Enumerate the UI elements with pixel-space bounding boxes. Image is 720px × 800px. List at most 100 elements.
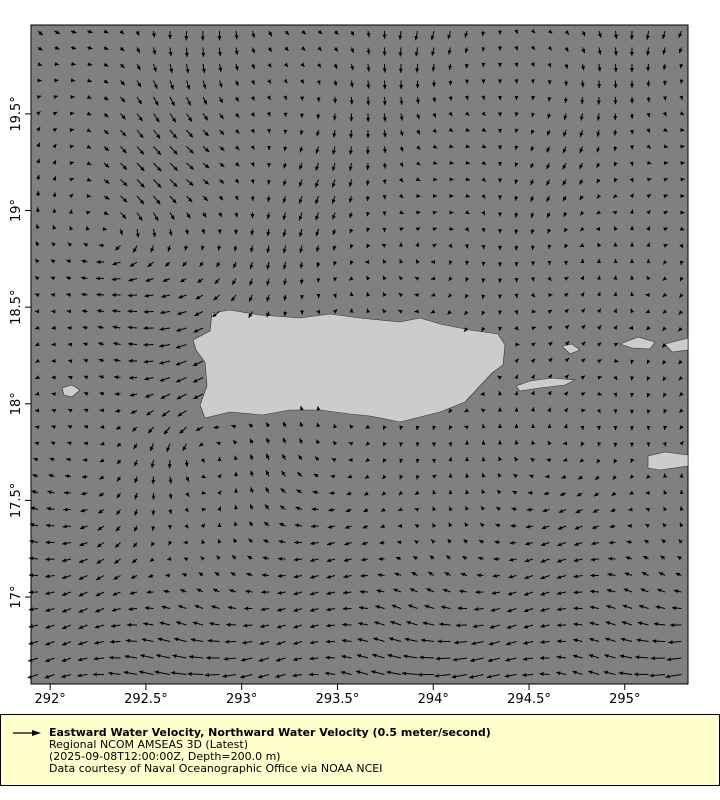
current-arrow: [98, 375, 105, 380]
current-arrow: [448, 111, 453, 117]
current-arrow: [103, 29, 109, 34]
current-arrow: [349, 113, 354, 122]
current-arrow: [149, 557, 155, 562]
current-arrow: [579, 113, 584, 121]
current-arrow: [374, 621, 385, 626]
current-arrow: [540, 542, 550, 547]
current-arrow: [382, 47, 387, 56]
current-arrow: [216, 555, 221, 560]
current-arrow: [678, 359, 683, 365]
current-arrow: [293, 624, 303, 629]
current-arrow: [481, 227, 486, 233]
current-arrow: [184, 30, 189, 41]
current-arrow: [81, 309, 88, 314]
current-arrow: [481, 62, 486, 68]
current-arrow: [66, 309, 72, 314]
current-arrow: [235, 145, 240, 151]
current-arrow: [34, 391, 40, 396]
current-arrow: [589, 621, 600, 626]
current-arrow: [54, 62, 60, 67]
current-arrow: [119, 46, 125, 52]
current-arrow: [531, 326, 537, 331]
current-arrow: [629, 474, 635, 480]
current-arrow: [217, 490, 222, 496]
current-arrow: [431, 63, 436, 72]
current-arrow: [675, 572, 682, 577]
current-arrow: [202, 162, 210, 169]
current-arrow: [129, 375, 138, 380]
current-arrow: [86, 161, 92, 166]
current-arrow: [465, 277, 470, 282]
current-arrow: [87, 45, 93, 50]
current-arrow: [448, 489, 453, 495]
current-arrow: [361, 557, 369, 562]
current-arrow: [266, 195, 271, 202]
current-arrow: [284, 46, 289, 52]
current-arrow: [28, 607, 39, 612]
current-arrow: [620, 637, 633, 642]
x-tick-label: 293°: [226, 692, 257, 707]
current-arrow: [481, 456, 486, 462]
current-arrow: [136, 47, 141, 54]
current-arrow: [153, 179, 162, 189]
current-arrow: [382, 259, 387, 264]
current-arrow: [564, 308, 569, 314]
current-arrow: [110, 623, 121, 628]
current-arrow: [464, 227, 470, 232]
current-arrow: [283, 294, 288, 301]
current-arrow: [151, 476, 156, 484]
current-arrow: [530, 390, 535, 396]
current-arrow: [248, 521, 254, 527]
current-arrow: [177, 410, 187, 417]
current-arrow: [563, 260, 568, 266]
current-arrow: [258, 657, 270, 662]
current-arrow: [628, 507, 633, 512]
current-arrow: [596, 178, 601, 184]
current-arrow: [562, 195, 567, 202]
current-arrow: [94, 640, 105, 645]
current-arrow: [176, 393, 187, 400]
current-arrow: [662, 260, 668, 265]
current-arrow: [300, 46, 306, 51]
current-arrow: [34, 425, 40, 430]
current-arrow: [481, 294, 486, 300]
current-arrow: [437, 639, 451, 644]
current-arrow: [679, 489, 684, 495]
current-arrow: [579, 162, 584, 170]
current-arrow: [68, 193, 74, 199]
current-arrow: [539, 672, 550, 677]
current-arrow: [523, 640, 534, 645]
current-arrow: [344, 525, 352, 529]
current-arrow: [562, 441, 568, 446]
current-arrow: [193, 393, 204, 400]
current-arrow: [52, 192, 57, 197]
current-arrow: [266, 179, 271, 185]
current-arrow: [96, 292, 105, 297]
current-arrow: [113, 358, 121, 363]
current-arrow: [382, 63, 387, 73]
current-arrow: [580, 80, 585, 88]
current-arrow: [376, 589, 385, 594]
current-arrow: [283, 162, 288, 169]
current-arrow: [186, 212, 191, 219]
current-arrow: [250, 112, 255, 117]
current-arrow: [344, 541, 352, 546]
current-arrow: [564, 276, 569, 281]
current-arrow: [327, 541, 336, 546]
current-arrow: [596, 458, 601, 464]
current-arrow: [282, 195, 287, 204]
current-arrow: [447, 30, 452, 40]
current-arrow: [309, 607, 319, 612]
current-arrow: [115, 525, 121, 532]
current-arrow: [293, 557, 303, 562]
current-arrow: [36, 158, 41, 164]
current-arrow: [575, 509, 583, 514]
current-arrow: [233, 261, 237, 269]
current-arrow: [581, 408, 586, 413]
current-arrow: [183, 540, 188, 545]
current-arrow: [233, 455, 238, 461]
current-arrow: [193, 327, 204, 333]
current-arrow: [630, 442, 635, 447]
current-arrow: [522, 672, 534, 677]
current-arrow: [629, 145, 634, 150]
